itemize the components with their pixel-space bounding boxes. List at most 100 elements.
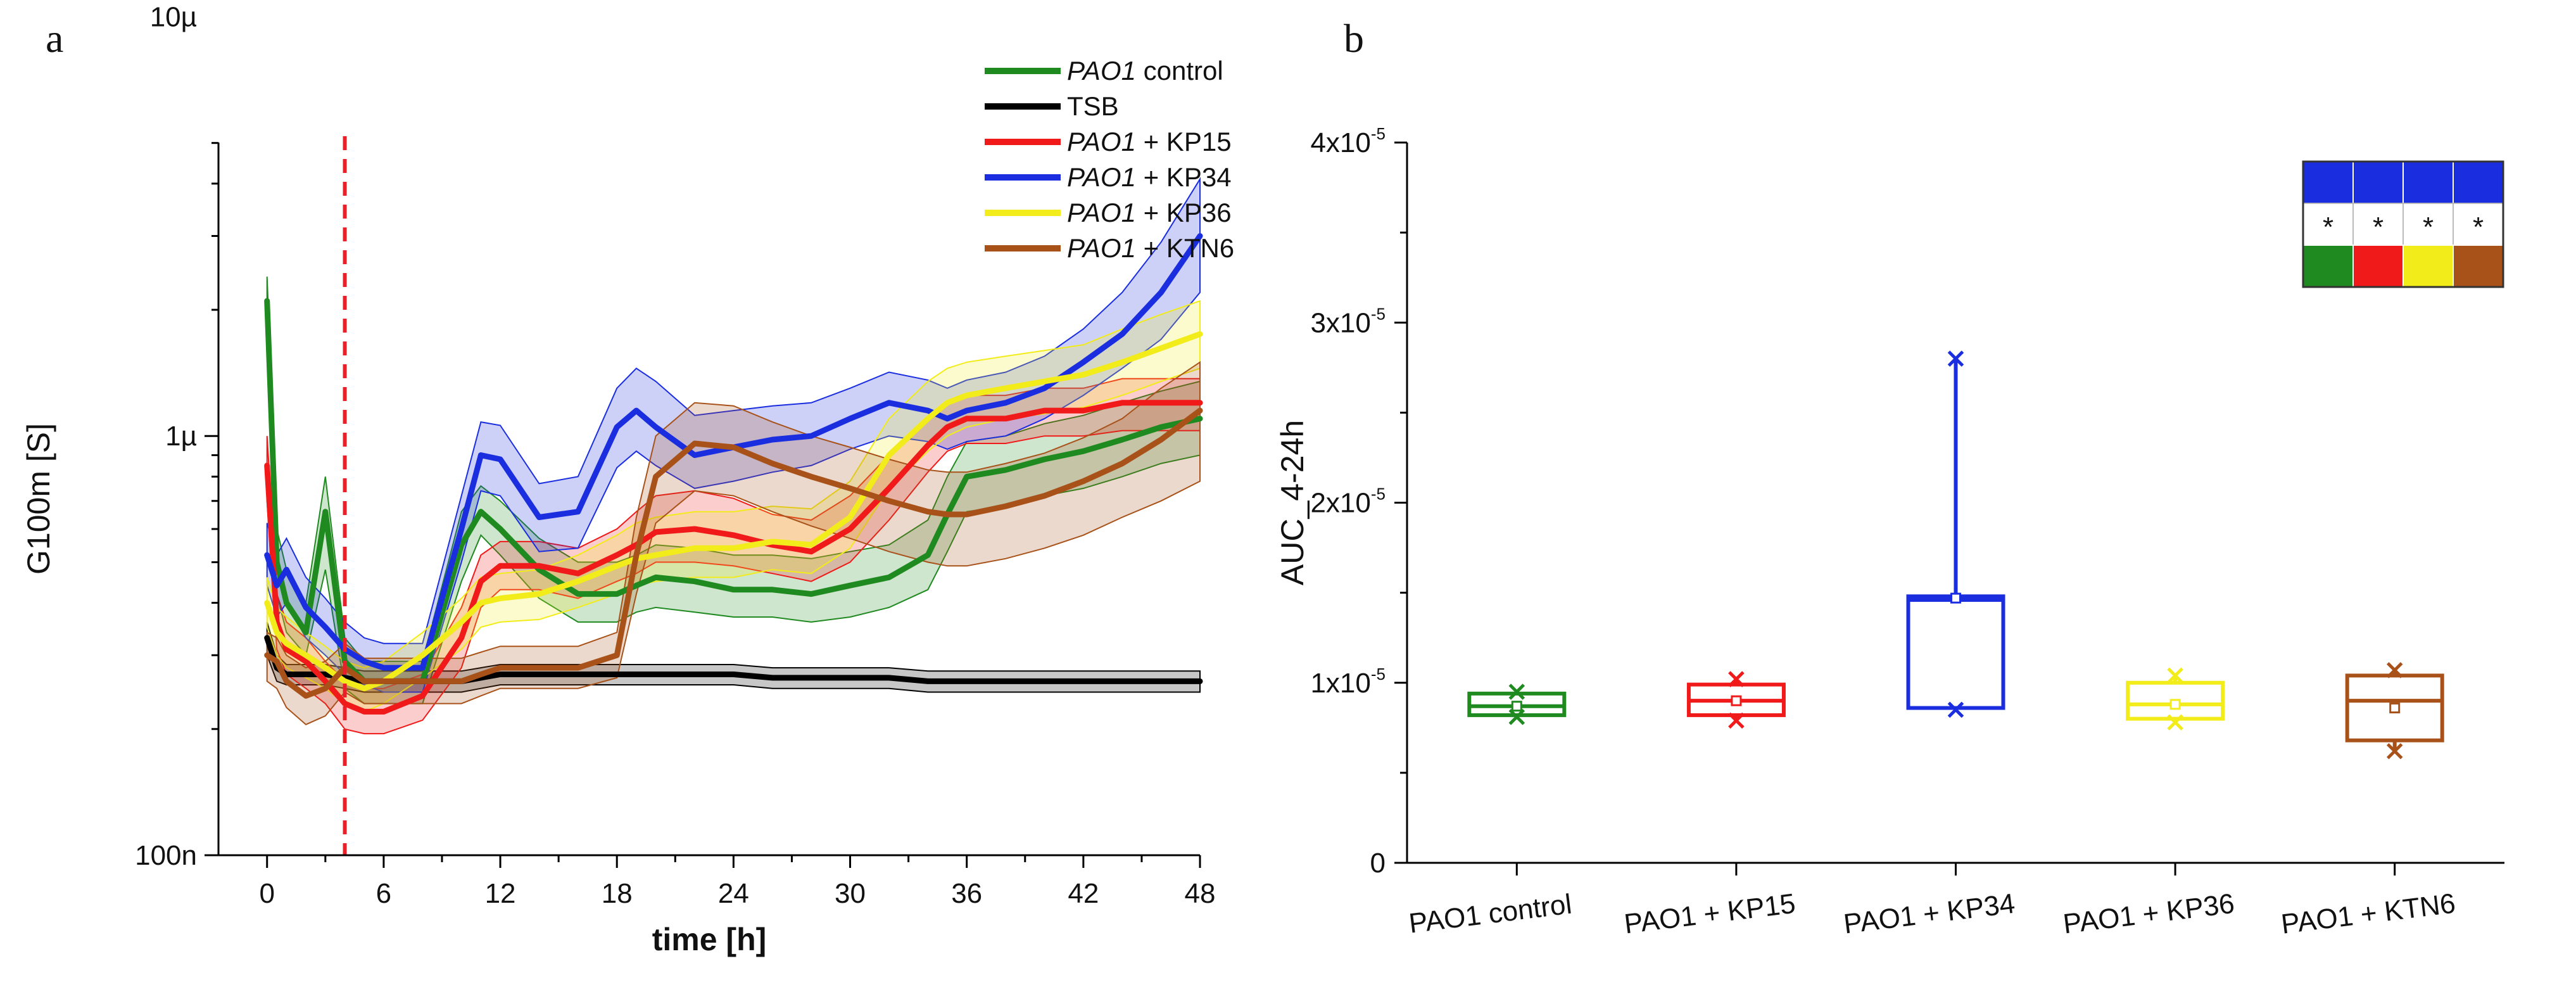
y-tick-label: 1µ: [165, 421, 197, 452]
tick-exponent: -5: [1371, 665, 1386, 684]
tick-mantissa: 4x10: [1310, 127, 1370, 158]
extreme-marker: [1947, 350, 1964, 367]
mean-marker: [1731, 695, 1742, 706]
legend-label: + KP36: [1136, 198, 1232, 227]
legend-label: + KP34: [1136, 162, 1232, 192]
x-tick-label: 30: [835, 878, 866, 909]
y-tick-label: 100n: [135, 840, 197, 871]
sig-color-cell: [2453, 245, 2504, 288]
box-1: [1686, 671, 1786, 729]
x-tick-labels: PAO1 control PAO1 + KP15 PAO1 + KP34 PAO1 +…: [1407, 888, 2457, 939]
extreme-marker: [1728, 712, 1745, 729]
x-tick-label: 0: [259, 878, 274, 909]
y-tick-label: 3x10-5: [1310, 304, 1386, 338]
x-tick-label: 12: [485, 878, 516, 909]
sig-mark-cell: [2453, 203, 2504, 246]
panel-a-letter: a: [46, 16, 63, 61]
y-tick-label: 4x10-5: [1310, 124, 1386, 158]
series-line-2: [264, 400, 1203, 715]
mean-marker: [2169, 699, 2181, 710]
sig-mark: *: [2323, 212, 2333, 243]
sig-color-cell: [2302, 245, 2354, 288]
significance-table: * * * *: [2302, 160, 2504, 288]
box-plots: [1467, 350, 2444, 760]
axes: [205, 142, 1201, 868]
tick-mantissa: 1x10: [1310, 668, 1370, 699]
sig-mark: *: [2473, 212, 2484, 243]
legend-entry: PAO1 + KP34: [1067, 162, 1232, 192]
x-tick-label: 42: [1068, 878, 1099, 909]
legend-italic: PAO1: [1067, 56, 1136, 86]
sig-table-border: [2302, 160, 2504, 288]
y-tick-label: 10µ: [150, 1, 197, 32]
extreme-marker: [1508, 684, 1525, 700]
box-4: [2345, 662, 2444, 760]
x-tick-label: 18: [602, 878, 633, 909]
y-tick-label: 1x10-5: [1310, 665, 1386, 699]
y-tick-label: 0: [1370, 848, 1386, 879]
band-3: [266, 177, 1201, 693]
mean-marker: [1511, 701, 1522, 712]
panel-b-letter: b: [1344, 16, 1364, 61]
tick-exponent: -5: [1371, 485, 1386, 504]
legend-entry: PAO1 + KP36: [1067, 198, 1232, 227]
sig-header-cell: [2453, 161, 2504, 204]
tick-exponent: -5: [1371, 304, 1386, 323]
legend-italic: PAO1: [1067, 162, 1136, 192]
series-line-1: [264, 635, 1203, 684]
tick-mantissa: 2x10: [1310, 488, 1370, 519]
y-tick-label: 2x10-5: [1310, 485, 1386, 519]
legend-italic: PAO1: [1067, 233, 1136, 263]
sig-mark: *: [2373, 212, 2383, 243]
extreme-marker: [2167, 714, 2183, 731]
box-iqr: [2345, 673, 2444, 742]
x-tick-label: 48: [1185, 878, 1216, 909]
x-tick-label: 24: [718, 878, 749, 909]
box-iqr: [1906, 594, 2005, 710]
legend-entry: TSB: [1067, 91, 1119, 121]
tick-mantissa: 0: [1370, 848, 1386, 879]
tick-mantissa: 3x10: [1310, 307, 1370, 338]
sig-header-cell: [2402, 161, 2454, 204]
series-line-3: [264, 233, 1203, 671]
sig-mark: *: [2423, 212, 2434, 243]
x-tick-label: 6: [376, 878, 391, 909]
legend-italic: PAO1: [1067, 198, 1136, 227]
legend-entry: PAO1 control: [1067, 56, 1223, 86]
legend-entry: PAO1 + KP15: [1067, 127, 1232, 156]
mean-marker: [1950, 592, 1961, 604]
series-line-0: [264, 298, 1203, 684]
extreme-marker: [1728, 671, 1745, 687]
y-axis-title: G100m [S]: [21, 423, 56, 575]
legend-label: + KP15: [1136, 127, 1232, 156]
legend-label: TSB: [1067, 91, 1119, 121]
legend-label: + KTN6: [1136, 233, 1234, 263]
mean-marker: [2389, 703, 2401, 714]
sig-header-cell: [2302, 161, 2354, 204]
x-tick-label: PAO1 + KTN6: [2280, 888, 2458, 939]
x-tick-label: PAO1 control: [1407, 889, 1573, 939]
series-line-4: [264, 331, 1203, 692]
box-0: [1467, 684, 1567, 725]
legend-italic: PAO1: [1067, 127, 1136, 156]
tick-exponent: -5: [1371, 124, 1386, 143]
x-axis-title: time [h]: [652, 922, 767, 957]
box-2: [1906, 350, 2005, 718]
series-line-5: [264, 407, 1203, 699]
box-3: [2126, 667, 2225, 731]
axes: [1394, 141, 2504, 875]
x-tick-label: 36: [951, 878, 982, 909]
extreme-marker: [2167, 667, 2183, 684]
sig-header-cell: [2352, 161, 2404, 204]
x-tick-label: PAO1 + KP34: [1842, 888, 2017, 940]
legend-entry: PAO1 + KTN6: [1067, 233, 1234, 263]
series-lines: [264, 233, 1203, 715]
x-tick-labels: 0 6 12 18 24 30 36 42 48: [259, 878, 1215, 909]
legend-label: control: [1136, 56, 1223, 86]
box-iqr: [2126, 680, 2225, 721]
x-tick-label: PAO1 + KP15: [1622, 888, 1797, 940]
